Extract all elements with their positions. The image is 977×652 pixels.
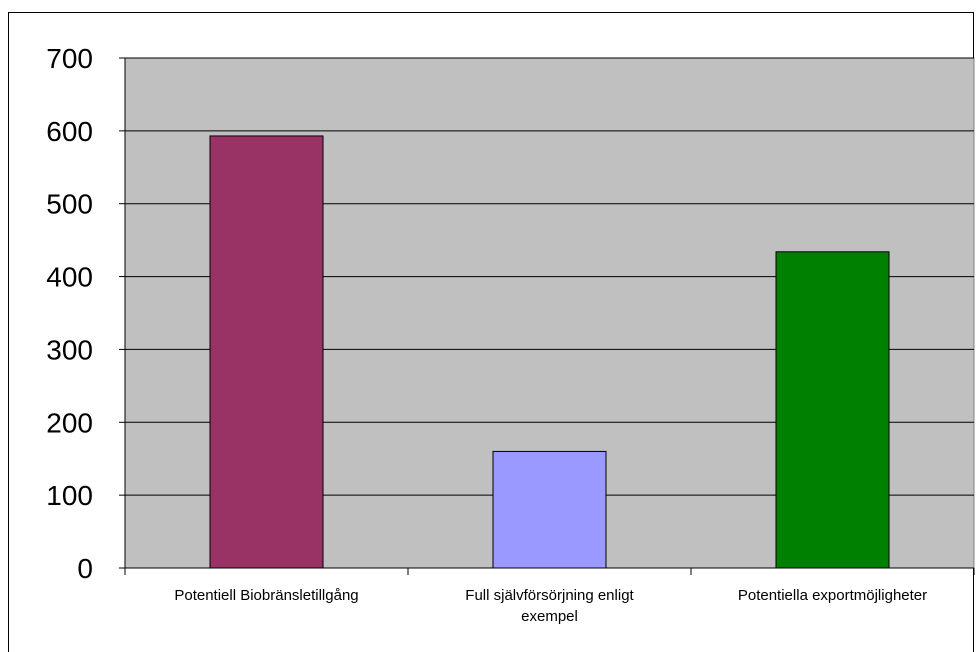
y-tick-label: 200 xyxy=(46,407,93,438)
y-tick-label: 0 xyxy=(77,553,93,584)
x-category-label: exempel xyxy=(521,608,578,625)
bar xyxy=(209,135,324,569)
y-tick-label: 500 xyxy=(46,189,93,220)
bar xyxy=(492,450,607,569)
x-category-label: Full självförsörjning enligt xyxy=(465,587,634,604)
y-tick-label: 300 xyxy=(46,334,93,365)
x-category-label: Potentiell Biobränsletillgång xyxy=(174,587,358,604)
y-tick-label: 400 xyxy=(46,262,93,293)
y-tick-label: 600 xyxy=(46,116,93,147)
y-tick-label: 100 xyxy=(46,480,93,511)
x-category-label: Potentiella exportmöjligheter xyxy=(738,587,927,604)
y-tick-label: 700 xyxy=(46,43,93,74)
bar xyxy=(775,251,890,569)
